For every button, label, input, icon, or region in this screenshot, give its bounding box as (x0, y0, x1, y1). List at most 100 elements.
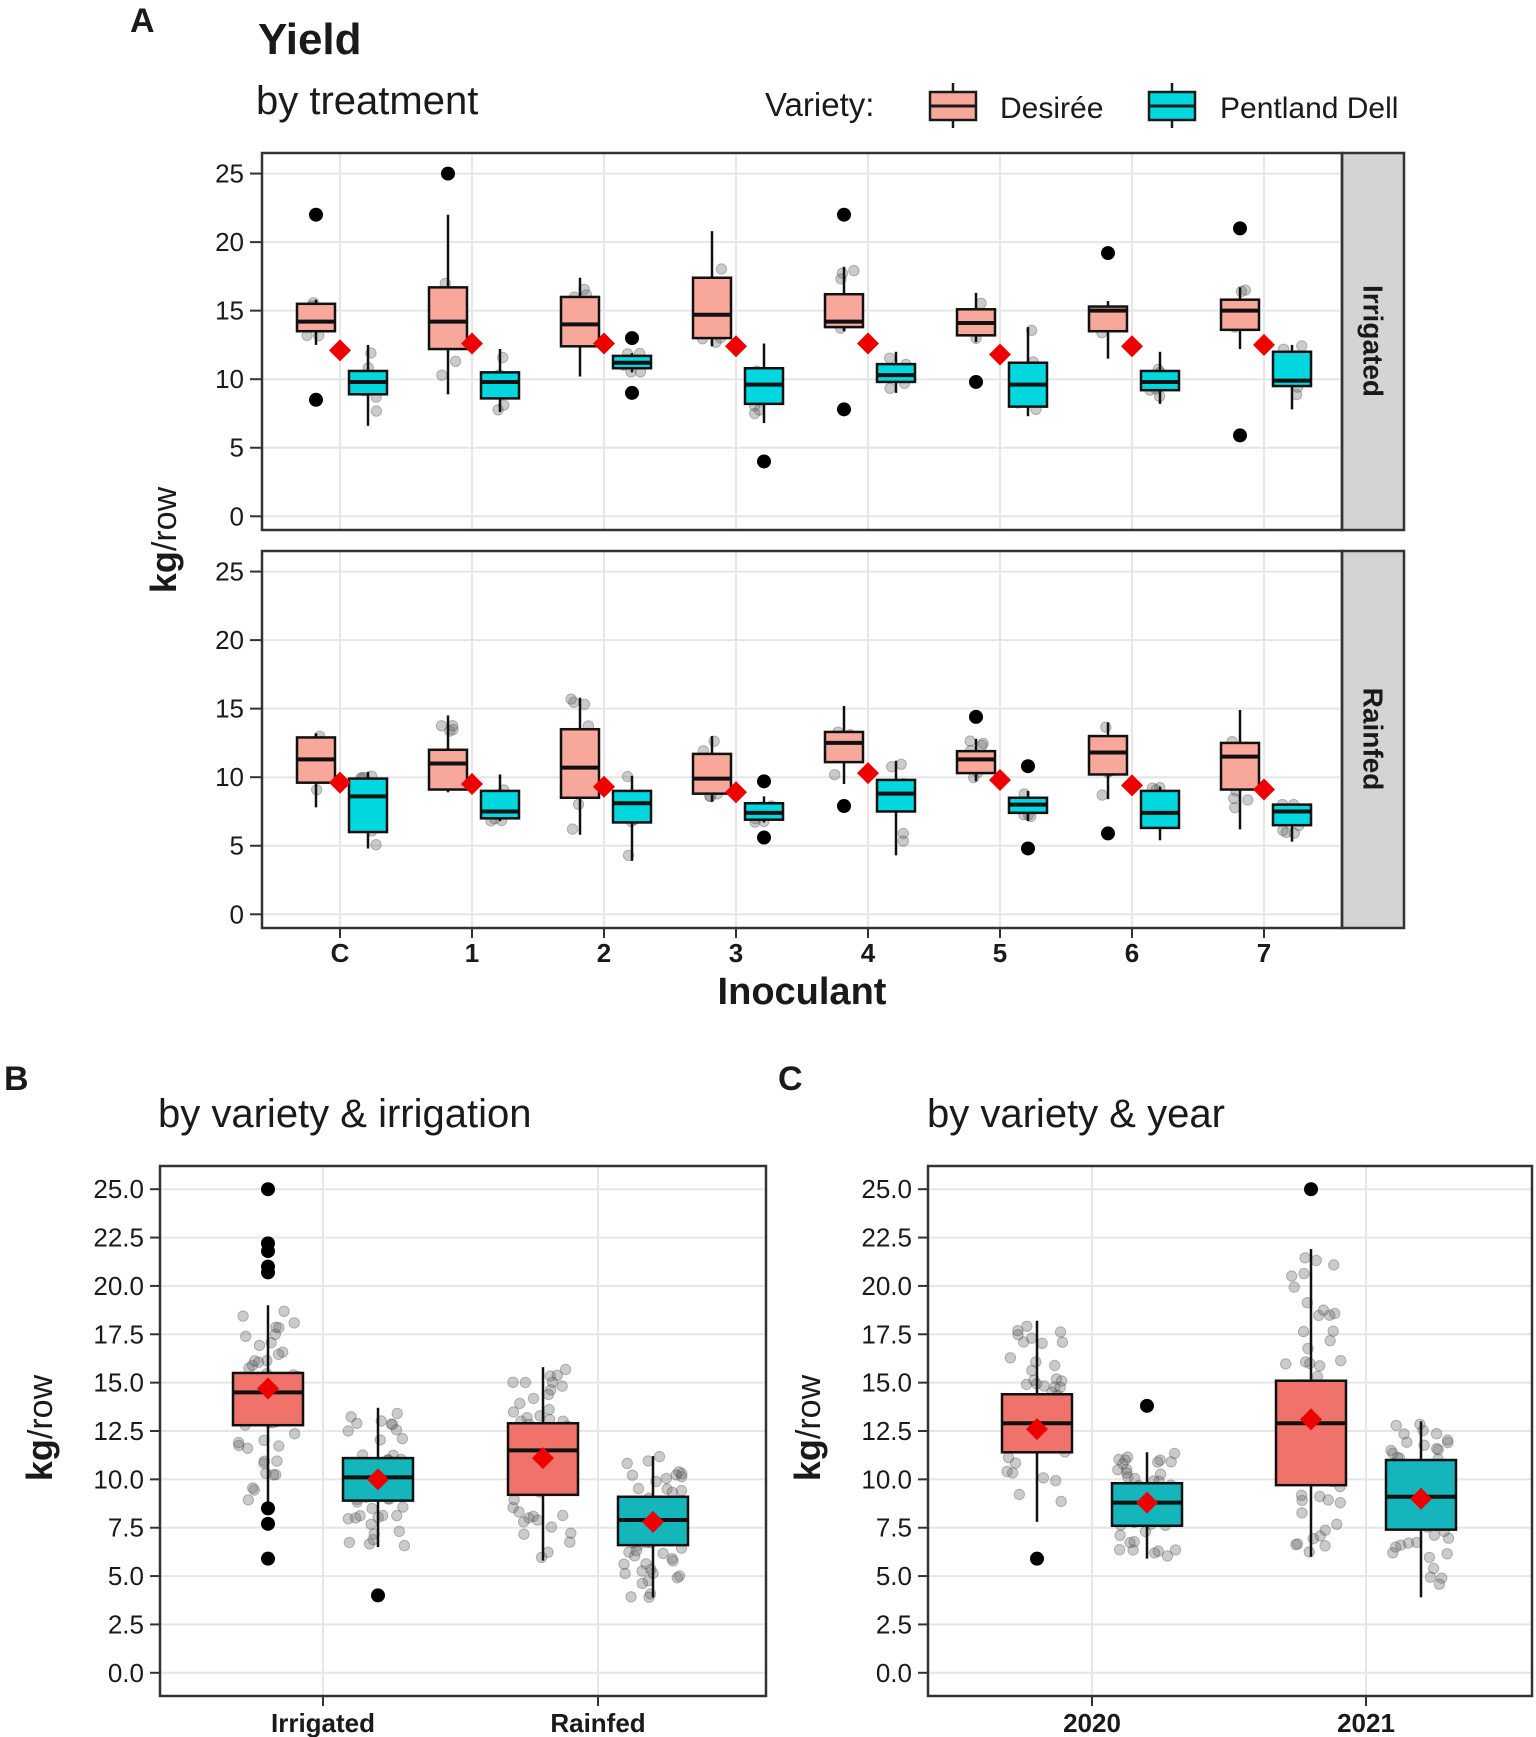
box-desiree-2020-point (1017, 1336, 1030, 1348)
box-pentland-dell-irrigated-1 (479, 349, 521, 416)
x-tick-label-2020: 2020 (1063, 1708, 1121, 1737)
box-desiree-2020-point (1055, 1375, 1068, 1387)
box-desiree-irrigated-point (267, 1469, 280, 1481)
box-pentland-dell-rainfed-point (618, 1558, 630, 1570)
box-desiree-irrigated-7-point (1235, 285, 1248, 298)
y-tick-label: 20 (215, 227, 244, 257)
box-desiree-rainfed-point (559, 1363, 572, 1376)
box-desiree-rainfed-2-point (572, 798, 585, 810)
box-pentland-dell-rainfed-point (653, 1450, 666, 1463)
mean-marker-rainfed-6 (1121, 774, 1143, 797)
box-pentland-dell-irrigated-point (386, 1418, 399, 1431)
box-desiree-2021-point (1291, 1538, 1304, 1550)
facet-border (260, 151, 1344, 532)
box-desiree-irrigated-point (233, 1439, 245, 1452)
box-desiree-2020-point (1050, 1373, 1063, 1385)
box-desiree-2021 (1274, 1182, 1348, 1558)
box-desiree-rainfed-3 (691, 735, 733, 803)
box-pentland-dell-rainfed-6-box (1139, 789, 1181, 830)
box-desiree-2021-outlier (1304, 1182, 1318, 1197)
box-desiree-rainfed-7-box (1219, 741, 1261, 791)
mean-marker-desiree-irrigated (257, 1377, 279, 1400)
panel-c-y-label-unit: kg (787, 1439, 828, 1481)
box-desiree-2020-point (1004, 1352, 1017, 1364)
box-pentland-dell-rainfed-point (621, 1457, 633, 1470)
box-desiree-rainfed-7-point (1242, 794, 1254, 806)
box-desiree-rainfed-point (507, 1376, 519, 1389)
box-desiree-irrigated-2-box (559, 295, 601, 348)
box-desiree-irrigated-c-outlier (309, 207, 323, 222)
box-pentland-dell-rainfed-point (636, 1577, 649, 1590)
box-pentland-dell-2021-point (1432, 1444, 1444, 1456)
box-pentland-dell-rainfed-1 (479, 774, 521, 827)
box-desiree-rainfed-5-point (977, 737, 989, 750)
box-desiree-irrigated-3 (691, 231, 733, 348)
box-desiree-irrigated-1-point (436, 369, 448, 381)
plot-border (926, 1164, 1534, 1698)
mean-marker-irrigated-3 (725, 335, 747, 358)
box-pentland-dell-2020-point (1121, 1467, 1133, 1479)
box-desiree-rainfed-2 (559, 693, 601, 835)
box-desiree-irrigated-point (232, 1436, 245, 1449)
box-desiree-2021-point (1310, 1254, 1323, 1267)
facet-rainfed-panel (262, 551, 1342, 928)
facet-strip-label-rainfed: Rainfed (1358, 688, 1389, 791)
panel-a-y-label: kg/row (143, 486, 184, 593)
box-desiree-2021-point (1295, 1489, 1308, 1501)
box-desiree-rainfed-3-box (691, 752, 733, 795)
box-desiree-irrigated-point (270, 1321, 282, 1333)
box-desiree-irrigated-7-outlier (1233, 428, 1247, 443)
box-pentland-dell-rainfed-point (643, 1591, 655, 1603)
box-pentland-dell-irrigated-c-point (370, 405, 383, 417)
mean-marker-desiree-2021 (1300, 1408, 1322, 1431)
box-pentland-dell-2020-point (1113, 1544, 1126, 1556)
box-desiree-irrigated-point (242, 1494, 255, 1506)
box-desiree-2020-point (1055, 1495, 1067, 1508)
box-desiree-rainfed-6 (1087, 721, 1129, 841)
y-tick-label: 17.5 (93, 1319, 144, 1349)
box-desiree-2021-point (1296, 1507, 1308, 1519)
box-desiree-2020-point (1002, 1451, 1015, 1464)
box-pentland-dell-2021-point (1428, 1529, 1441, 1541)
box-pentland-dell-rainfed-c-point (370, 839, 382, 851)
facet-strip-irrigated (1340, 151, 1406, 532)
box-desiree-2021-point (1334, 1497, 1347, 1509)
box-desiree-rainfed-point (546, 1376, 559, 1388)
box-pentland-dell-rainfed-point (676, 1467, 688, 1480)
box-desiree-rainfed-4 (823, 705, 865, 813)
box-pentland-dell-irrigated-1-box (479, 371, 521, 400)
box-pentland-dell-rainfed-4-box (875, 778, 917, 813)
box-desiree-irrigated-1-outlier (441, 166, 455, 181)
box-pentland-dell-irrigated-point (393, 1525, 405, 1538)
box-pentland-dell-2020-point (1117, 1458, 1129, 1470)
y-tick-label: 5 (230, 831, 244, 861)
mean-marker-rainfed-1 (461, 773, 483, 796)
box-pentland-dell-2020-point (1165, 1456, 1177, 1468)
box-desiree-rainfed-point (545, 1384, 557, 1396)
box-desiree-2020-point (1001, 1465, 1013, 1478)
box-desiree-irrigated-point (247, 1482, 259, 1494)
box-pentland-dell-rainfed-point (660, 1472, 672, 1485)
box-desiree-2021-point (1298, 1267, 1310, 1280)
box-desiree-irrigated-point (241, 1442, 254, 1455)
box-desiree-2020-point (1049, 1359, 1061, 1372)
box-pentland-dell-irrigated-point (354, 1510, 366, 1522)
legend-label-pentland-dell: Pentland Dell (1220, 92, 1398, 125)
box-desiree-irrigated-point (272, 1348, 285, 1361)
box-desiree-2021-point (1329, 1307, 1341, 1320)
box-pentland-dell-irrigated-point (366, 1502, 378, 1515)
box-pentland-dell-2020-outlier (1140, 1398, 1154, 1413)
box-pentland-dell-2021-point (1433, 1578, 1446, 1590)
box-desiree-2020-point (1021, 1320, 1033, 1333)
box-desiree-irrigated-point (271, 1455, 283, 1467)
mean-marker-rainfed-4 (857, 762, 879, 785)
y-tick-label: 22.5 (861, 1223, 912, 1253)
mean-marker-pentland-dell-rainfed (642, 1510, 664, 1533)
box-pentland-dell-2020-point (1154, 1454, 1166, 1466)
y-tick-label: 10 (215, 762, 244, 792)
box-pentland-dell-rainfed-point (640, 1558, 652, 1570)
legend: Variety: Desirée Pentland Dell (765, 83, 1398, 128)
box-desiree-irrigated-5 (955, 292, 997, 389)
box-desiree-2021-point (1327, 1325, 1339, 1337)
mean-marker-pentland-dell-irrigated (367, 1468, 389, 1491)
